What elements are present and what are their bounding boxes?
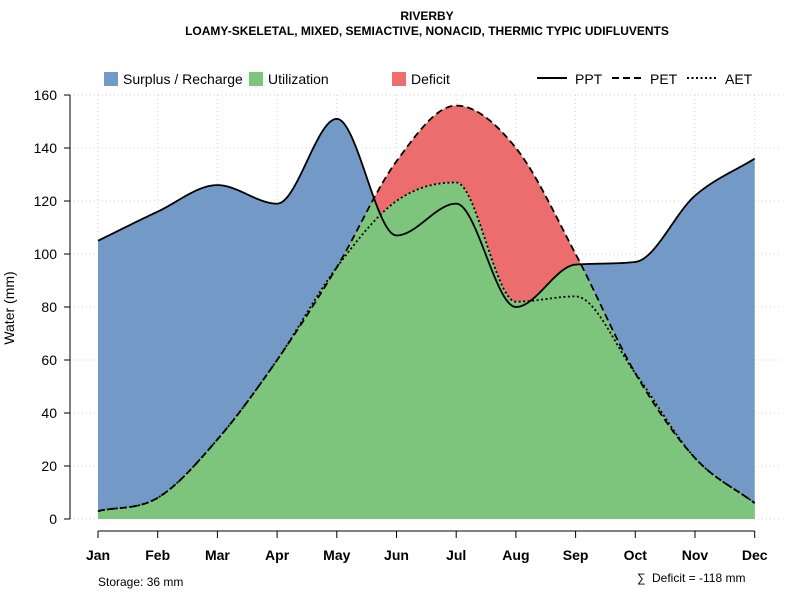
axes: 0 20 40 60 80 100 120 140 160 Jan Feb Mar Apr May Jun J… — [34, 87, 768, 563]
x-tick-label-oct: Oct — [624, 547, 648, 563]
legend-item-label: PET — [650, 71, 678, 87]
area-fills — [98, 105, 755, 519]
legend: Surplus / Recharge Utilization Deficit PPT P… — [104, 71, 753, 87]
x-tick-label-nov: Nov — [682, 547, 709, 563]
legend-swatch — [249, 72, 263, 86]
y-tick-label: 120 — [34, 193, 58, 209]
y-tick-label: 100 — [34, 246, 58, 262]
y-tick-label: 80 — [41, 299, 57, 315]
y-tick-label: 160 — [34, 87, 58, 103]
x-tick-label-feb: Feb — [145, 547, 170, 563]
chart-subtitle: LOAMY-SKELETAL, MIXED, SEMIACTIVE, NONAC… — [185, 24, 669, 38]
legend-item-label: AET — [725, 71, 753, 87]
y-axis-label: Water (mm) — [1, 271, 17, 344]
y-tick-label: 40 — [41, 405, 57, 421]
deficit-total-label: Deficit = -118 mm — [652, 571, 745, 585]
x-tick-label-aug: Aug — [502, 547, 529, 563]
series-lines — [97, 104, 756, 512]
legend-item-label: Utilization — [268, 71, 329, 87]
x-tick-label-may: May — [323, 547, 350, 563]
x-tick-label-dec: Dec — [742, 547, 768, 563]
y-tick-label: 140 — [34, 140, 58, 156]
x-tick-label-jul: Jul — [446, 547, 466, 563]
x-tick-label-jan: Jan — [86, 547, 110, 563]
x-tick-label-sep: Sep — [563, 547, 589, 563]
storage-label: Storage: 36 mm — [98, 575, 183, 589]
legend-item-label: Deficit — [411, 71, 450, 87]
legend-swatch — [104, 72, 118, 86]
utilization-area — [98, 182, 755, 519]
x-tick-label-apr: Apr — [265, 547, 290, 563]
y-tick-label: 0 — [49, 511, 57, 527]
sum-symbol: ∑ — [637, 571, 646, 585]
series-line-ppt — [97, 117, 756, 308]
legend-item-label: PPT — [575, 71, 603, 87]
chart-title: RIVERBY — [400, 9, 453, 23]
y-tick-label: 60 — [41, 352, 57, 368]
y-tick-label: 20 — [41, 458, 57, 474]
series-line-aet — [97, 181, 756, 512]
x-tick-label-mar: Mar — [205, 547, 230, 563]
x-tick-label-jun: Jun — [384, 547, 409, 563]
legend-swatch — [392, 72, 406, 86]
legend-item-label: Surplus / Recharge — [123, 71, 243, 87]
